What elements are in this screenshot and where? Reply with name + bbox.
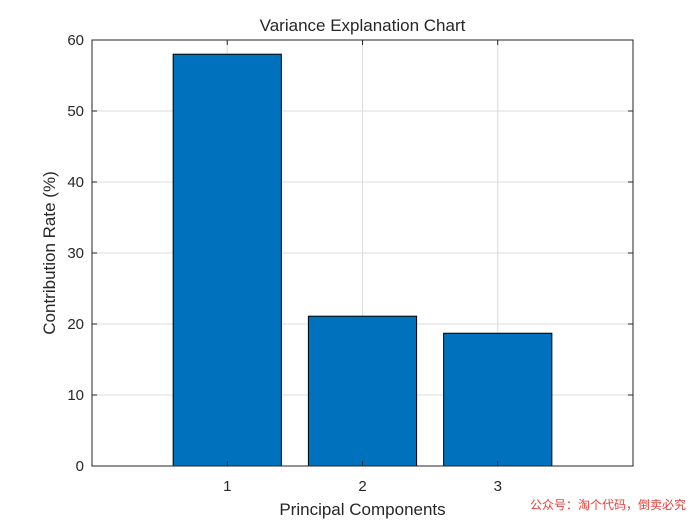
x-axis-label: Principal Components (279, 500, 445, 519)
x-tick-label: 2 (358, 478, 366, 495)
bar-3 (443, 332, 553, 467)
y-tick-label: 10 (67, 387, 84, 404)
bar-1 (172, 53, 282, 467)
y-tick-label: 20 (67, 316, 84, 333)
bar-2 (307, 315, 418, 467)
ticks (92, 39, 633, 467)
bars (172, 53, 553, 467)
y-tick-label: 40 (67, 174, 84, 191)
x-tick-label: 1 (223, 478, 231, 495)
chart-title: Variance Explanation Chart (260, 16, 466, 35)
y-tick-label: 30 (67, 245, 84, 262)
y-tick-label: 0 (76, 458, 84, 475)
watermark-text: 公众号：淘个代码，倒卖必究 (529, 498, 686, 512)
y-axis-label: Contribution Rate (%) (40, 171, 59, 334)
y-tick-label: 50 (67, 103, 84, 120)
y-tick-label: 60 (67, 32, 84, 49)
x-tick-labels: 1 2 3 (223, 478, 502, 495)
y-tick-labels: 0 10 20 30 40 50 60 (67, 32, 84, 475)
x-tick-label: 3 (494, 478, 502, 495)
